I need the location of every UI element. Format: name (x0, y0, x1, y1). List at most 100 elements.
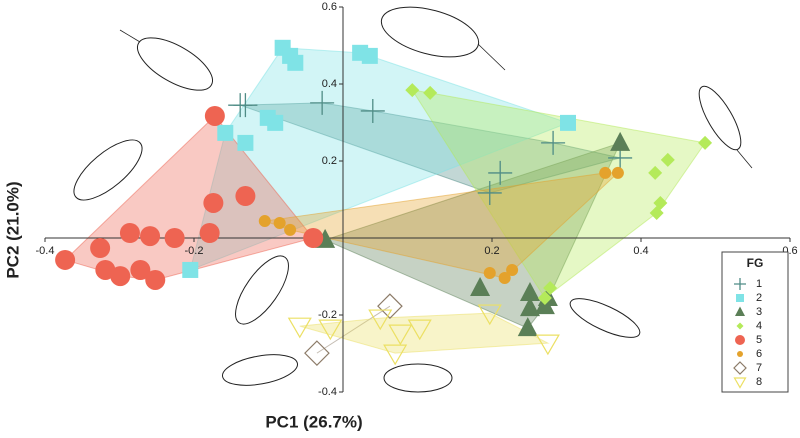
marker-circle (203, 192, 224, 213)
marker-triangle (470, 277, 491, 297)
marker-circle (119, 222, 140, 243)
marker-square (287, 54, 304, 71)
marker-circle (204, 105, 225, 126)
marker-diamond (736, 322, 744, 330)
marker-circle (303, 228, 324, 248)
marker-diamond (648, 165, 663, 180)
legend-label: 6 (756, 348, 762, 360)
marker-plus (734, 278, 746, 290)
legend-item: 6 (737, 348, 762, 360)
marker-open-triangle (733, 377, 747, 389)
copepod (235, 255, 289, 325)
y-tick-label: -0.2 (318, 309, 337, 321)
marker-circle (145, 269, 166, 290)
marker-open-triangle (477, 304, 502, 326)
marker-diamond (698, 135, 713, 150)
copepod (380, 6, 480, 58)
marker-open-triangle (368, 309, 393, 331)
y-tick-label: 0.2 (322, 155, 337, 167)
copepod-antenna (736, 149, 753, 169)
marker-circle (737, 351, 743, 357)
legend-label: 8 (756, 376, 762, 388)
marker-circle (483, 267, 496, 280)
marker-open-diamond (304, 340, 330, 366)
marker-circle (284, 223, 297, 236)
x-tick-label: 0.4 (633, 245, 648, 257)
marker-open-triangle (535, 334, 560, 356)
legend-label: 3 (756, 306, 762, 318)
marker-triangle (517, 317, 538, 337)
marker-circle (90, 238, 111, 259)
marker-circle (55, 249, 76, 270)
marker-open-triangle (318, 319, 343, 341)
copepod (73, 139, 143, 201)
marker-square (217, 124, 234, 141)
legend-label: 1 (756, 278, 762, 290)
marker-circle (258, 215, 271, 228)
legend-item: 4 (736, 320, 762, 332)
copepod-antenna (477, 43, 506, 71)
marker-plus (488, 160, 513, 185)
marker-open-diamond (377, 293, 403, 319)
copepod (137, 37, 213, 91)
legend-item: 2 (736, 292, 762, 304)
marker-diamond (537, 291, 552, 306)
marker-square (237, 134, 254, 151)
marker-square (736, 294, 744, 302)
marker-circle (735, 335, 745, 345)
legend-box (721, 251, 789, 393)
marker-circle (199, 222, 220, 243)
y-tick-label: 0.4 (322, 78, 337, 90)
legend-label: 4 (756, 320, 762, 332)
marker-circle (140, 226, 161, 247)
marker-triangle (610, 131, 631, 151)
marker-circle (110, 266, 131, 287)
x-tick-label: -0.2 (185, 245, 204, 257)
marker-plus (477, 180, 502, 205)
marker-circle (235, 186, 256, 207)
legend-label: 7 (756, 362, 762, 374)
legend-item: 1 (734, 278, 762, 290)
marker-triangle (735, 306, 745, 316)
y-tick-label: 0.6 (322, 1, 337, 13)
marker-diamond (660, 152, 675, 167)
legend-label: 5 (756, 334, 762, 346)
marker-circle (273, 216, 286, 229)
copepod (569, 298, 641, 338)
marker-plus (233, 93, 258, 118)
marker-diamond (649, 205, 664, 220)
y-axis-label: PC2 (21.0%) (3, 181, 22, 278)
legend-title: FG (747, 256, 764, 270)
marker-open-triangle (383, 344, 408, 366)
marker-circle (498, 272, 511, 285)
marker-plus (541, 130, 566, 155)
marker-plus (360, 98, 385, 123)
x-tick-label: -0.4 (36, 245, 55, 257)
legend-label: 2 (756, 292, 762, 304)
marker-triangle (519, 297, 540, 317)
marker-open-triangle (388, 324, 413, 346)
marker-square (361, 47, 378, 64)
marker-diamond (423, 85, 438, 100)
marker-square (182, 261, 199, 278)
marker-plus (310, 90, 335, 115)
marker-square (267, 114, 284, 131)
plot-area: -0.4 -0.2 0.2 0.4 0.6-0.4-0.20.20.40.6FG1234… (36, 1, 798, 398)
legend-item: 8 (733, 376, 762, 389)
x-tick-label: 0.2 (484, 245, 499, 257)
copepod (221, 354, 299, 386)
legend-item: 3 (735, 306, 762, 318)
marker-open-triangle (287, 317, 312, 339)
legend-item: 7 (733, 361, 762, 375)
marker-circle (599, 166, 612, 179)
legend-item: 5 (735, 334, 762, 346)
marker-circle (506, 263, 519, 276)
marker-circle (130, 259, 151, 280)
y-tick-label: -0.4 (318, 386, 337, 398)
marker-circle (164, 228, 185, 248)
marker-square (559, 114, 576, 131)
x-axis-label: PC1 (26.7%) (265, 412, 362, 431)
copepod-drawings (73, 6, 753, 393)
copepod (383, 363, 453, 393)
